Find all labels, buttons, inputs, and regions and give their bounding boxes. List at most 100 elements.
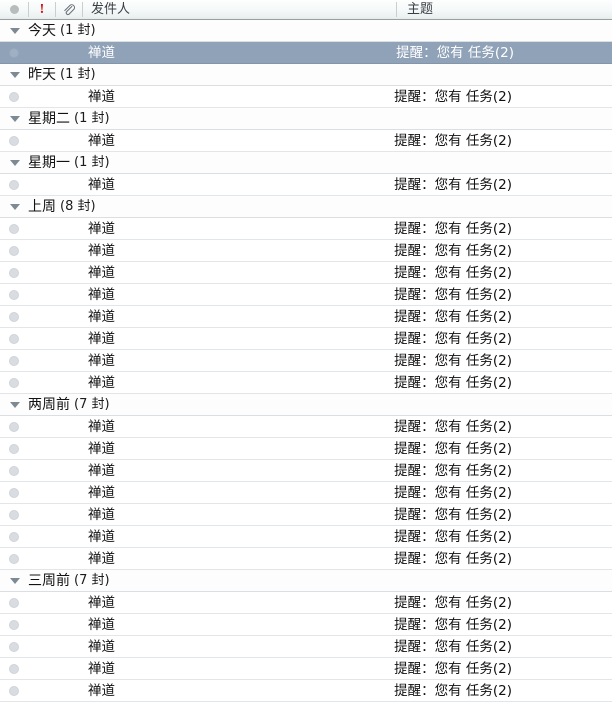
message-row[interactable]: 禅道 提醒：您有 任务(2) (0, 262, 612, 284)
message-read-status-cell[interactable] (0, 421, 28, 432)
column-header-bar: ! 发件人 主题 (0, 0, 612, 20)
message-row[interactable]: 禅道 提醒：您有 任务(2) (0, 438, 612, 460)
message-read-status-cell[interactable] (0, 619, 28, 630)
message-read-status-cell[interactable] (0, 267, 28, 278)
read-status-dot-icon (9, 179, 19, 190)
chevron-down-icon[interactable] (10, 27, 20, 34)
message-row[interactable]: 禅道 提醒：您有 任务(2) (0, 372, 612, 394)
message-row[interactable]: 禅道 提醒：您有 任务(2) (0, 284, 612, 306)
message-row[interactable]: 禅道 提醒：您有 任务(2) (0, 218, 612, 240)
column-header-sender-label: 发件人 (91, 1, 131, 17)
message-read-status-cell[interactable] (0, 509, 28, 520)
message-row[interactable]: 禅道 提醒：您有 任务(2) (0, 350, 612, 372)
message-sender: 禅道 (88, 660, 115, 677)
message-row[interactable]: 禅道 提醒：您有 任务(2) (0, 592, 612, 614)
message-read-status-cell[interactable] (0, 553, 28, 564)
chevron-down-icon[interactable] (10, 115, 20, 122)
column-header-sender[interactable]: 发件人 (83, 0, 396, 19)
message-read-status-cell[interactable] (0, 443, 28, 454)
message-row[interactable]: 禅道 提醒：您有 任务(2) (0, 174, 612, 196)
message-read-status-cell[interactable] (0, 377, 28, 388)
message-read-status-cell[interactable] (0, 223, 28, 234)
read-status-dot-icon (9, 333, 19, 344)
message-sender: 禅道 (88, 418, 115, 435)
chevron-down-icon[interactable] (10, 71, 20, 78)
message-subject: 提醒：您有 任务(2) (394, 308, 512, 325)
message-group-header[interactable]: 上周 (8 封) (0, 196, 612, 218)
read-status-dot-icon (9, 47, 19, 58)
message-read-status-cell[interactable] (0, 289, 28, 300)
message-group-header[interactable]: 两周前 (7 封) (0, 394, 612, 416)
message-read-status-cell[interactable] (0, 355, 28, 366)
message-row[interactable]: 禅道 提醒：您有 任务(2) (0, 240, 612, 262)
message-subject: 提醒：您有 任务(2) (394, 242, 512, 259)
message-row[interactable]: 禅道 提醒：您有 任务(2) (0, 130, 612, 152)
read-status-dot-icon (9, 597, 19, 608)
message-group-header[interactable]: 三周前 (7 封) (0, 570, 612, 592)
message-subject: 提醒：您有 任务(2) (394, 616, 512, 633)
message-subject: 提醒：您有 任务(2) (394, 506, 512, 523)
message-row[interactable]: 禅道 提醒：您有 任务(2) (0, 658, 612, 680)
message-read-status-cell[interactable] (0, 135, 28, 146)
message-row[interactable]: 禅道 提醒：您有 任务(2) (0, 416, 612, 438)
message-read-status-cell[interactable] (0, 641, 28, 652)
message-read-status-cell[interactable] (0, 333, 28, 344)
message-read-status-cell[interactable] (0, 465, 28, 476)
read-status-dot-icon (9, 685, 19, 696)
message-group-label: 上周 (28, 198, 56, 215)
message-read-status-cell[interactable] (0, 91, 28, 102)
message-read-status-cell[interactable] (0, 311, 28, 322)
message-row[interactable]: 禅道 提醒：您有 任务(2) (0, 328, 612, 350)
message-subject: 提醒：您有 任务(2) (394, 594, 512, 611)
message-subject: 提醒：您有 任务(2) (394, 286, 512, 303)
message-group-header[interactable]: 星期二 (1 封) (0, 108, 612, 130)
message-row[interactable]: 禅道 提醒：您有 任务(2) (0, 504, 612, 526)
column-header-priority[interactable]: ! (29, 0, 55, 19)
message-row[interactable]: 禅道 提醒：您有 任务(2) (0, 614, 612, 636)
message-subject: 提醒：您有 任务(2) (394, 264, 512, 281)
message-read-status-cell[interactable] (0, 597, 28, 608)
message-sender: 禅道 (88, 594, 115, 611)
column-header-subject[interactable]: 主题 (397, 0, 612, 19)
chevron-down-icon[interactable] (10, 577, 20, 584)
read-status-dot-icon (9, 377, 19, 388)
message-sender: 禅道 (88, 88, 115, 105)
message-row[interactable]: 禅道 提醒：您有 任务(2) (0, 460, 612, 482)
read-status-dot-icon (9, 355, 19, 366)
column-divider[interactable] (55, 2, 56, 17)
message-group-label: 今天 (28, 22, 56, 39)
column-divider[interactable] (28, 2, 29, 17)
message-group-header[interactable]: 昨天 (1 封) (0, 64, 612, 86)
message-read-status-cell[interactable] (0, 47, 28, 58)
message-row[interactable]: 禅道 提醒：您有 任务(2) (0, 482, 612, 504)
chevron-down-icon[interactable] (10, 159, 20, 166)
message-read-status-cell[interactable] (0, 245, 28, 256)
message-row[interactable]: 禅道 提醒：您有 任务(2) (0, 636, 612, 658)
message-group-header[interactable]: 今天 (1 封) (0, 20, 612, 42)
column-divider[interactable] (82, 2, 83, 17)
column-divider[interactable] (396, 2, 397, 17)
message-group-header[interactable]: 星期一 (1 封) (0, 152, 612, 174)
message-row[interactable]: 禅道 提醒：您有 任务(2) (0, 548, 612, 570)
message-read-status-cell[interactable] (0, 663, 28, 674)
message-row[interactable]: 禅道 提醒：您有 任务(2) (0, 86, 612, 108)
read-status-dot-icon (9, 443, 19, 454)
message-read-status-cell[interactable] (0, 531, 28, 542)
message-subject: 提醒：您有 任务(2) (394, 440, 512, 457)
message-sender: 禅道 (88, 682, 115, 699)
column-header-attachment[interactable] (56, 0, 82, 19)
chevron-down-icon[interactable] (10, 203, 20, 210)
message-row[interactable]: 禅道 提醒：您有 任务(2) (0, 42, 612, 64)
column-header-read-status[interactable] (0, 0, 28, 19)
message-group-count: (7 封) (74, 396, 110, 412)
message-read-status-cell[interactable] (0, 685, 28, 696)
message-list[interactable]: 今天 (1 封) 禅道 提醒：您有 任务(2) 昨天 (1 封) 禅道 提醒：您有 任务(2)… (0, 20, 612, 714)
chevron-down-icon[interactable] (10, 401, 20, 408)
message-read-status-cell[interactable] (0, 179, 28, 190)
message-row[interactable]: 禅道 提醒：您有 任务(2) (0, 680, 612, 702)
message-row[interactable]: 禅道 提醒：您有 任务(2) (0, 306, 612, 328)
message-row[interactable]: 禅道 提醒：您有 任务(2) (0, 526, 612, 548)
priority-exclamation-icon: ! (39, 1, 45, 17)
message-sender: 禅道 (88, 550, 115, 567)
message-read-status-cell[interactable] (0, 487, 28, 498)
